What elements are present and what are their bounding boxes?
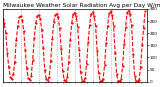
Text: Milwaukee Weather Solar Radiation Avg per Day W/m2/minute: Milwaukee Weather Solar Radiation Avg pe… xyxy=(3,3,160,8)
